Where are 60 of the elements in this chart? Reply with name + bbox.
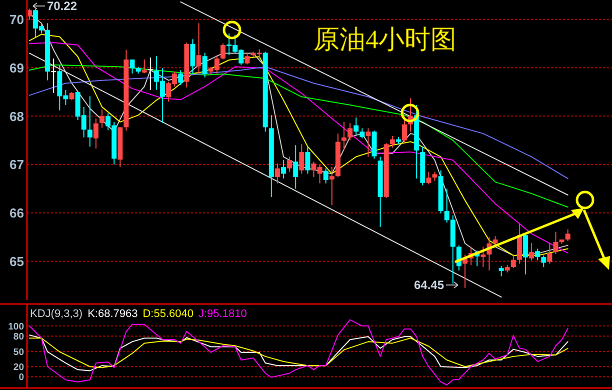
series-label: K:68.7963 (88, 308, 138, 320)
annotation: 64.45 (414, 278, 444, 292)
candlestick (426, 171, 432, 185)
y-tick-label: 68 (10, 108, 24, 124)
line-series (28, 319, 568, 386)
candlestick (547, 242, 552, 264)
candlestick (51, 58, 56, 94)
candlestick (244, 52, 250, 65)
candlestick (28, 8, 32, 20)
series-label: D:55.6040 (142, 308, 194, 320)
candlestick (342, 121, 346, 150)
chart-title: KDJ(9,3,3) (30, 308, 83, 320)
candlestick (432, 171, 438, 182)
candlestick (402, 120, 407, 142)
candlestick (360, 128, 365, 139)
candlestick (541, 254, 546, 268)
candlestick (553, 231, 558, 255)
candlestick (100, 108, 104, 128)
candlestick (190, 38, 196, 74)
candlestick (535, 248, 540, 261)
candlestick (523, 232, 528, 275)
y-tick-label: 66 (10, 206, 24, 221)
candlestick (281, 160, 286, 180)
y-tick-label: 69 (10, 60, 24, 76)
candlestick (354, 117, 359, 136)
candlestick (480, 246, 486, 268)
candlestick (390, 135, 395, 148)
candlestick (299, 144, 304, 174)
y-tick-label: 100 (8, 321, 24, 332)
candlestick (287, 156, 292, 172)
candlestick (329, 166, 334, 206)
y-tick-label: 65 (10, 254, 24, 269)
candlestick (565, 228, 570, 242)
candlestick (274, 163, 280, 184)
candlestick (87, 96, 92, 148)
candlestick (510, 254, 516, 269)
y-tick-label: 20 (13, 362, 24, 374)
text: 原油4小时图 (314, 25, 456, 54)
candlestick (178, 70, 184, 86)
y-tick-label: 80 (13, 331, 24, 342)
candlestick (305, 146, 310, 174)
y-tick-label: 67 (10, 157, 24, 172)
candlestick (93, 118, 98, 150)
candlestick (220, 43, 226, 60)
candlestick (148, 57, 153, 90)
candlestick (130, 59, 135, 74)
candlestick (366, 128, 371, 158)
candlestick (293, 144, 298, 190)
candlestick (202, 52, 208, 78)
candlestick (529, 242, 534, 261)
candlestick (323, 168, 328, 184)
series-label: J:95.1810 (198, 308, 247, 320)
candlestick (142, 59, 147, 74)
candlestick (498, 266, 504, 277)
y-tick-label: 50 (13, 346, 24, 358)
candlestick (196, 22, 202, 74)
annotation: 70.22 (47, 0, 78, 13)
y-tick-label: 70 (10, 12, 24, 28)
y-tick-label: 0 (18, 372, 24, 384)
candlestick (348, 122, 353, 141)
